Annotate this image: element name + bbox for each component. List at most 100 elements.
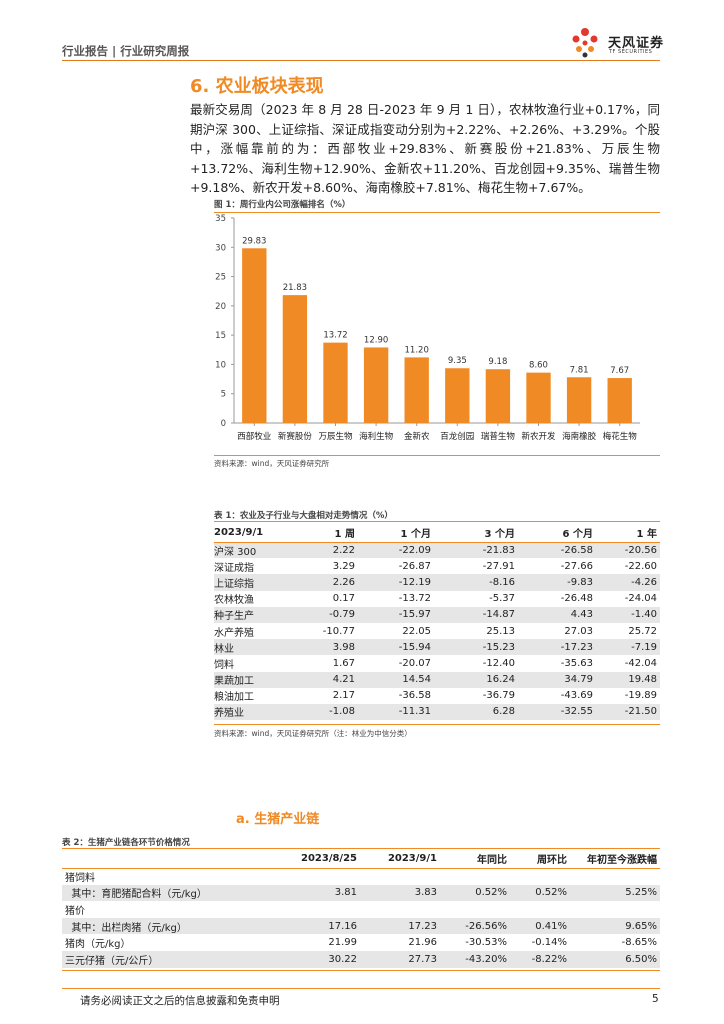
page-number: 5 <box>652 993 659 1005</box>
value-cell: -26.87 <box>398 560 431 572</box>
table2-bottom-rule <box>62 970 660 971</box>
relative-performance-table: 2023/9/1 1 周 1 个月 3 个月 6 个月 1 年 沪深 300 2.… <box>214 524 660 721</box>
figure1-top-rule <box>214 212 660 213</box>
bar <box>242 248 267 423</box>
value-cell: -22.60 <box>624 560 657 572</box>
value-cell: -30.53% <box>465 937 507 949</box>
x-category-label: 新农开发 <box>521 431 556 442</box>
value-cell: 30.22 <box>274 950 360 968</box>
bar-value-label: 13.72 <box>323 331 347 341</box>
value-cell: -26.56% <box>440 917 510 935</box>
table1-caption: 表 1：农业及子行业与大盘相对走势情况（%） <box>214 511 393 521</box>
value-cell: -1.40 <box>596 606 660 623</box>
value-cell <box>440 901 510 918</box>
table-row: 林业 3.98 -15.94 -15.23 -17.23 -7.19 <box>214 639 660 656</box>
figure1-chart: 0 5 10 15 20 25 30 35 29.83 西部牧业 21.83 新赛股份 13.72 万辰生… <box>200 213 660 453</box>
bar <box>526 372 551 423</box>
x-category-label: 海利生物 <box>359 431 394 442</box>
value-cell <box>360 901 440 918</box>
hog-price-table: 2023/8/25 2023/9/1 年同比 周环比 年初至今涨跌幅 猪饲料 其… <box>62 850 660 968</box>
section-title: 6. 农业板块表现 <box>190 76 324 97</box>
value-cell: -36.79 <box>482 690 515 702</box>
bar-value-label: 12.90 <box>364 335 388 345</box>
value-cell: -27.91 <box>482 560 515 572</box>
bar-value-label: 9.18 <box>488 357 507 367</box>
value-cell: -22.09 <box>358 542 434 559</box>
table-header-cell: 1 年 <box>596 524 660 543</box>
table-row: 粮油加工 2.17 -36.58 -36.79 -43.69 -19.89 <box>214 688 660 704</box>
value-cell: -26.48 <box>560 593 593 605</box>
row-label-cell: 养殖业 <box>214 703 292 721</box>
bar-value-label: 29.83 <box>242 236 266 246</box>
value-cell: -14.87 <box>434 606 518 623</box>
bar <box>445 368 470 423</box>
row-label-cell: 林业 <box>214 639 292 656</box>
table-header-cell: 3 个月 <box>434 524 518 543</box>
logo-subtext: TF SECURITIES <box>609 49 653 55</box>
bar <box>607 378 632 423</box>
row-label-cell: 农林牧渔 <box>214 595 254 607</box>
x-category-label: 新赛股份 <box>278 431 313 442</box>
value-cell: 3.98 <box>292 639 358 656</box>
bar-value-label: 11.20 <box>405 345 429 355</box>
table-header-cell: 2023/9/1 <box>214 524 292 543</box>
value-cell <box>570 868 660 885</box>
value-cell: -15.23 <box>434 639 518 656</box>
table-header-cell: 年同比 <box>440 850 510 869</box>
table-header-cell: 6 个月 <box>518 524 596 543</box>
table1-source: 资料来源：wind，天风证券研究所（注：林业为中信分类） <box>214 729 412 738</box>
bar <box>485 369 511 423</box>
bar <box>323 342 348 423</box>
value-cell: -8.16 <box>434 574 518 591</box>
tf-logo-icon <box>572 28 598 58</box>
value-cell: 6.28 <box>434 703 518 721</box>
y-tick-label: 30 <box>215 243 226 253</box>
y-tick-label: 20 <box>215 302 226 312</box>
value-cell: -8.22% <box>510 950 570 968</box>
value-cell: -35.63 <box>560 657 593 669</box>
table1-top-rule <box>214 521 660 522</box>
value-cell: -8.65% <box>621 937 657 949</box>
table-header-row: 2023/8/25 2023/9/1 年同比 周环比 年初至今涨跌幅 <box>62 850 660 869</box>
x-category-label: 西部牧业 <box>237 431 271 442</box>
bar <box>566 377 592 423</box>
table-header-cell: 1 周 <box>292 524 358 543</box>
value-cell: 0.52% <box>440 884 510 902</box>
table-row: 其中：出栏肉猪（元/kg） 17.16 17.23 -26.56% 0.41% 9.65% <box>62 917 660 935</box>
y-tick-label: 25 <box>215 273 226 283</box>
row-label-cell: 其中：出栏肉猪（元/kg） <box>62 917 274 935</box>
x-category-label: 海南橡胶 <box>562 431 597 442</box>
value-cell: 0.52% <box>510 884 570 902</box>
bar <box>404 357 429 423</box>
bar <box>363 347 389 423</box>
x-category-label: 百龙创园 <box>440 431 474 442</box>
bar-value-label: 21.83 <box>283 283 307 293</box>
value-cell: -7.19 <box>596 639 660 656</box>
row-label-cell: 果蔬加工 <box>214 671 292 688</box>
table-row: 养殖业 -1.08 -11.31 6.28 -32.55 -21.50 <box>214 703 660 721</box>
value-cell: 21.99 <box>328 937 357 949</box>
value-cell: -13.72 <box>398 593 431 605</box>
value-cell: 19.48 <box>596 671 660 688</box>
report-type-label: 行业报告 | 行业研究周报 <box>62 44 190 58</box>
value-cell: 4.21 <box>292 671 358 688</box>
value-cell: 1.67 <box>332 657 355 669</box>
table-row: 水产养殖 -10.77 22.05 25.13 27.03 25.72 <box>214 623 660 639</box>
section-paragraph: 最新交易周（2023 年 8 月 28 日-2023 年 9 月 1 日），农林… <box>190 102 660 195</box>
value-cell: -19.89 <box>624 690 657 702</box>
value-cell: -9.83 <box>518 574 596 591</box>
table-header-row: 2023/9/1 1 周 1 个月 3 个月 6 个月 1 年 <box>214 524 660 543</box>
value-cell <box>510 901 570 918</box>
table-row: 其中：育肥猪配合料（元/kg） 3.81 3.83 0.52% 0.52% 5.25% <box>62 884 660 902</box>
value-cell: 3.83 <box>360 884 440 902</box>
y-tick-label: 35 <box>215 214 226 224</box>
bar-value-label: 9.35 <box>448 356 467 366</box>
table-row: 猪肉（元/kg） 21.99 21.96 -30.53% -0.14% -8.65% <box>62 934 660 951</box>
value-cell: -4.26 <box>596 574 660 591</box>
y-tick-label: 10 <box>215 360 226 370</box>
table-row: 沪深 300 2.22 -22.09 -21.83 -26.58 -20.56 <box>214 542 660 559</box>
table2-caption: 表 2：生猪产业链各环节价格情况 <box>62 838 190 848</box>
value-cell: -21.83 <box>434 542 518 559</box>
value-cell: -36.58 <box>398 690 431 702</box>
value-cell: -15.97 <box>358 606 434 623</box>
